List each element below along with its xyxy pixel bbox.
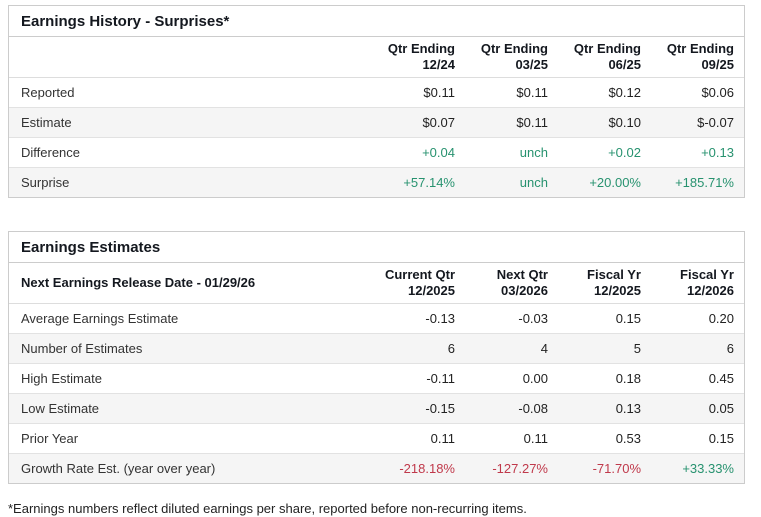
table-row-reported: Reported $0.11 $0.11 $0.12 $0.06 [9, 78, 744, 108]
column-date: 09/25 [701, 57, 734, 72]
value-cell: +185.71% [651, 167, 744, 197]
earnings-history-table: Qtr Ending 12/24 Qtr Ending 03/25 Qtr Endi… [9, 37, 744, 197]
column-period: Current Qtr [384, 267, 455, 282]
column-period: Fiscal Yr [680, 267, 734, 282]
value-cell: $-0.07 [651, 107, 744, 138]
value-cell: +0.02 [558, 137, 651, 168]
table-row-difference: Difference +0.04 unch +0.02 +0.13 [9, 137, 744, 168]
column-header: Qtr Ending 09/25 [651, 37, 744, 78]
estimates-header-row: Next Earnings Release Date - 01/29/26 Cu… [9, 263, 744, 304]
column-period: Qtr Ending [387, 41, 455, 56]
value-cell: -71.70% [558, 453, 651, 483]
value-cell: -0.03 [518, 311, 548, 326]
column-header: Qtr Ending 06/25 [558, 37, 651, 78]
row-label: Prior Year [9, 423, 372, 454]
value-cell: -0.08 [465, 393, 558, 424]
earnings-footnote: *Earnings numbers reflect diluted earnin… [8, 501, 527, 516]
value-cell: -0.13 [425, 311, 455, 326]
table-row-prior-year: Prior Year 0.11 0.11 0.53 0.15 [9, 423, 744, 454]
value-cell: $0.12 [608, 85, 641, 100]
column-period: Fiscal Yr [587, 267, 641, 282]
value-cell: +33.33% [651, 453, 744, 483]
value-cell: -0.11 [372, 363, 465, 394]
value-cell: 4 [465, 333, 558, 364]
table-row-surprise: Surprise +57.14% unch +20.00% +185.71% [9, 167, 744, 197]
table-row-low-estimate: Low Estimate -0.15 -0.08 0.13 0.05 [9, 393, 744, 424]
value-cell: 0.18 [558, 363, 651, 394]
column-header: Qtr Ending 03/25 [465, 37, 558, 78]
column-date: 03/2026 [501, 283, 548, 298]
column-date: 12/2025 [408, 283, 455, 298]
next-earnings-release-date: Next Earnings Release Date - 01/29/26 [9, 263, 372, 304]
value-cell: 0.53 [558, 423, 651, 454]
row-label: Low Estimate [9, 393, 372, 424]
value-cell: 6 [651, 333, 744, 364]
value-cell: -0.15 [372, 393, 465, 424]
row-label: Number of Estimates [9, 333, 372, 364]
value-cell: 0.15 [651, 423, 744, 454]
value-cell: 0.11 [465, 423, 558, 454]
value-cell: $0.10 [558, 107, 651, 138]
earnings-estimates-title: Earnings Estimates [9, 232, 744, 263]
table-row-number-of-estimates: Number of Estimates 6 4 5 6 [9, 333, 744, 364]
value-cell: +0.04 [372, 137, 465, 168]
value-cell: 6 [372, 333, 465, 364]
history-header-empty [9, 37, 372, 78]
row-label: Estimate [9, 107, 372, 138]
value-cell: 5 [558, 333, 651, 364]
table-row-estimate: Estimate $0.07 $0.11 $0.10 $-0.07 [9, 107, 744, 138]
table-row-growth-rate-est: Growth Rate Est. (year over year) -218.1… [9, 453, 744, 483]
row-label: Reported [21, 85, 75, 100]
column-header: Fiscal Yr 12/2026 [651, 263, 744, 304]
column-header: Fiscal Yr 12/2025 [558, 263, 651, 304]
value-cell: $0.11 [516, 85, 548, 100]
value-cell: $0.07 [372, 107, 465, 138]
earnings-estimates-panel: Earnings Estimates Next Earnings Release… [8, 231, 745, 484]
value-cell: +57.14% [372, 167, 465, 197]
column-period: Next Qtr [496, 267, 548, 282]
earnings-estimates-table: Next Earnings Release Date - 01/29/26 Cu… [9, 263, 744, 483]
column-header: Current Qtr 12/2025 [372, 263, 465, 304]
value-cell: $0.06 [701, 85, 734, 100]
value-cell: +0.13 [651, 137, 744, 168]
column-period: Qtr Ending [666, 41, 734, 56]
value-cell: 0.45 [651, 363, 744, 394]
column-date: 03/25 [515, 57, 548, 72]
row-label: Average Earnings Estimate [21, 311, 179, 326]
value-cell: 0.00 [465, 363, 558, 394]
value-cell: -218.18% [372, 453, 465, 483]
history-header-row: Qtr Ending 12/24 Qtr Ending 03/25 Qtr Endi… [9, 37, 744, 78]
value-cell: unch [465, 167, 558, 197]
value-cell: 0.20 [708, 311, 734, 326]
row-label: Growth Rate Est. (year over year) [9, 453, 372, 483]
value-cell: unch [465, 137, 558, 168]
column-header: Qtr Ending 12/24 [372, 37, 465, 78]
column-date: 12/2025 [594, 283, 641, 298]
column-date: 12/2026 [687, 283, 734, 298]
row-label: Difference [9, 137, 372, 168]
value-cell: $0.11 [423, 85, 455, 100]
column-period: Qtr Ending [573, 41, 641, 56]
earnings-history-title: Earnings History - Surprises* [9, 6, 744, 37]
value-cell: 0.11 [372, 423, 465, 454]
value-cell: -127.27% [465, 453, 558, 483]
table-row-high-estimate: High Estimate -0.11 0.00 0.18 0.45 [9, 363, 744, 394]
column-date: 06/25 [608, 57, 641, 72]
value-cell: 0.13 [558, 393, 651, 424]
column-period: Qtr Ending [480, 41, 548, 56]
column-date: 12/24 [422, 57, 455, 72]
table-row-average-earnings-estimate: Average Earnings Estimate -0.13 -0.03 0.… [9, 304, 744, 334]
value-cell: 0.15 [615, 311, 641, 326]
earnings-history-panel: Earnings History - Surprises* Qtr Ending… [8, 5, 745, 198]
row-label: High Estimate [9, 363, 372, 394]
row-label: Surprise [9, 167, 372, 197]
value-cell: 0.05 [651, 393, 744, 424]
value-cell: +20.00% [558, 167, 651, 197]
column-header: Next Qtr 03/2026 [465, 263, 558, 304]
value-cell: $0.11 [465, 107, 558, 138]
